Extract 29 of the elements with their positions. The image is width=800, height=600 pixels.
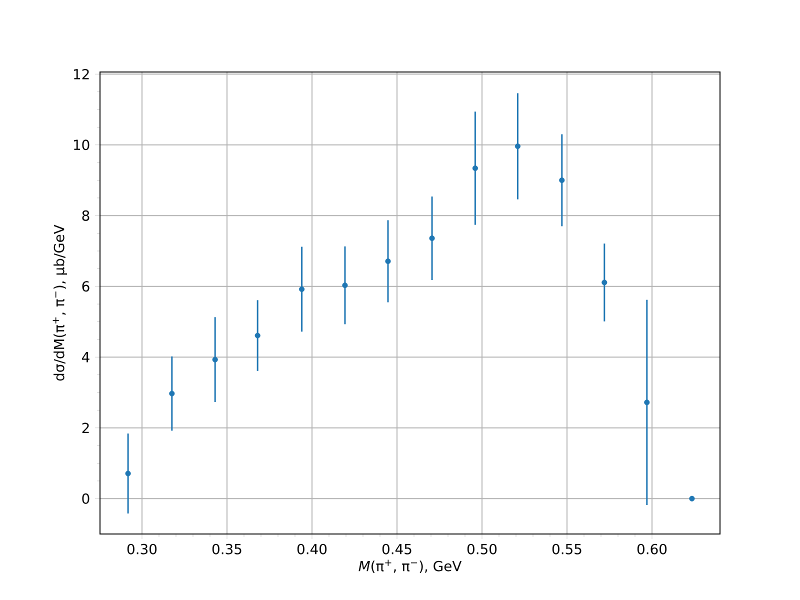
x-tick-label: 0.45	[382, 544, 412, 554]
point	[559, 177, 565, 184]
point	[514, 143, 521, 150]
point	[125, 470, 131, 476]
point	[342, 282, 348, 288]
point	[385, 258, 391, 264]
y-axis-title: dσ/dM(π$^{+}$, π$^{−}$), μb/GeV	[52, 224, 68, 381]
x-tick-label: 0.50	[467, 544, 497, 554]
point	[472, 165, 478, 172]
y-tick-label: 10	[74, 140, 90, 150]
y-tick-label: 6	[82, 281, 90, 292]
x-tick-label: 0.30	[127, 544, 157, 554]
point	[169, 390, 175, 396]
point	[254, 332, 260, 338]
y-tick-label: 0	[82, 493, 90, 504]
x-tick-label: 0.35	[212, 544, 242, 554]
y-tick-label: 12	[74, 68, 89, 80]
x-axis-title: M(π$^{+}$, π$^{−}$), GeV	[358, 560, 462, 573]
point	[298, 286, 305, 292]
point	[644, 400, 650, 406]
x-tick-label: 0.40	[297, 544, 327, 554]
x-tick-label: 0.55	[552, 544, 582, 554]
point	[212, 356, 218, 362]
x-tick-label: 0.60	[637, 544, 667, 554]
point	[602, 280, 608, 286]
point	[429, 235, 435, 242]
y-tick-label: 8	[82, 210, 90, 221]
y-tick-label: 2	[82, 422, 89, 434]
y-tick-label: 4	[82, 352, 90, 362]
